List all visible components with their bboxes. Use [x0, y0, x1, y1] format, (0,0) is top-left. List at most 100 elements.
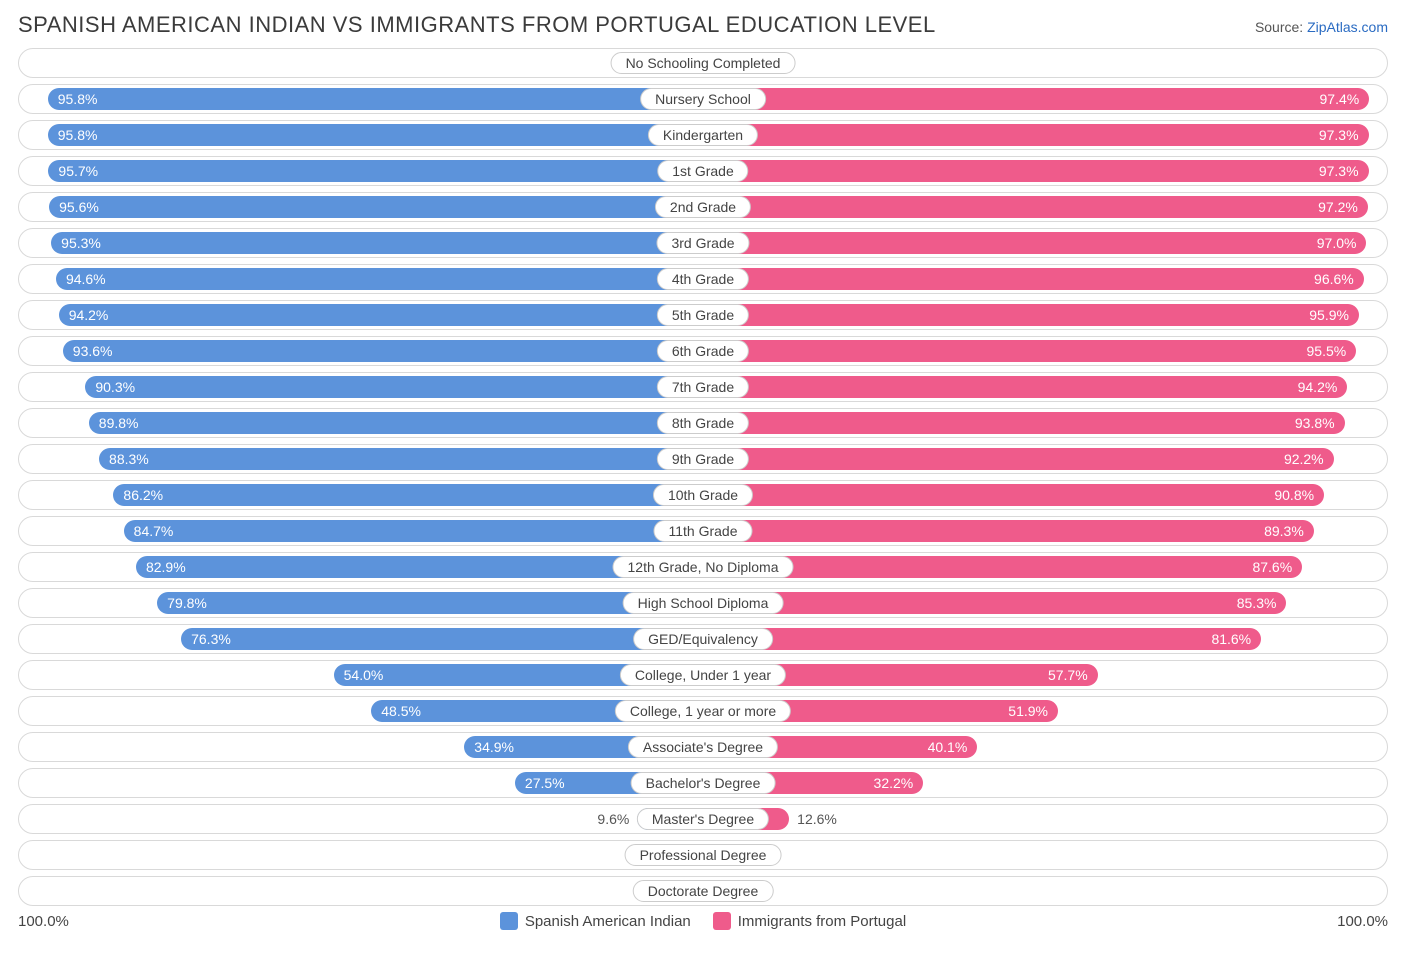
chart-title: SPANISH AMERICAN INDIAN VS IMMIGRANTS FR…: [18, 12, 936, 38]
bar-right: 93.8%: [703, 412, 1345, 434]
category-label: 5th Grade: [657, 304, 749, 326]
legend-label-left: Spanish American Indian: [525, 913, 691, 930]
chart-row: 89.8% 93.8% 8th Grade: [18, 408, 1388, 438]
bar-right: 97.2%: [703, 196, 1368, 218]
bar-left: 93.6%: [63, 340, 703, 362]
value-right: 90.8%: [1274, 487, 1314, 503]
value-right: 51.9%: [1008, 703, 1048, 719]
category-label: No Schooling Completed: [611, 52, 796, 74]
header: SPANISH AMERICAN INDIAN VS IMMIGRANTS FR…: [18, 12, 1388, 38]
chart-row: 9.6%12.6%Master's Degree: [18, 804, 1388, 834]
value-left: 27.5%: [525, 775, 565, 791]
bar-right: 94.2%: [703, 376, 1347, 398]
value-left: 89.8%: [99, 415, 139, 431]
category-label: 10th Grade: [653, 484, 753, 506]
bar-right: 90.8%: [703, 484, 1324, 506]
chart-row: 90.3%94.2%7th Grade: [18, 372, 1388, 402]
chart-row: 34.9%40.1%Associate's Degree: [18, 732, 1388, 762]
category-label: Nursery School: [640, 88, 766, 110]
value-right: 12.6%: [797, 811, 837, 827]
bar-right: 81.6%: [703, 628, 1261, 650]
source-link[interactable]: ZipAtlas.com: [1307, 19, 1388, 35]
legend: Spanish American Indian Immigrants from …: [69, 912, 1337, 930]
value-right: 89.3%: [1264, 523, 1304, 539]
category-label: College, Under 1 year: [620, 664, 786, 686]
bar-left: 95.8%: [48, 88, 703, 110]
value-left: 48.5%: [381, 703, 421, 719]
category-label: 8th Grade: [657, 412, 749, 434]
bar-left: 95.8%: [48, 124, 703, 146]
value-right: 85.3%: [1237, 595, 1277, 611]
chart-footer: 100.0% Spanish American Indian Immigrant…: [18, 912, 1388, 930]
chart-row: 27.5%32.2%Bachelor's Degree: [18, 768, 1388, 798]
value-left: 94.2%: [69, 307, 109, 323]
bar-left: 95.7%: [48, 160, 703, 182]
category-label: 12th Grade, No Diploma: [613, 556, 794, 578]
chart-row: 4.2%2.7%No Schooling Completed: [18, 48, 1388, 78]
bar-left: 84.7%: [124, 520, 703, 542]
chart-row: 94.2% 95.9% 5th Grade: [18, 300, 1388, 330]
category-label: 9th Grade: [657, 448, 749, 470]
legend-item-right: Immigrants from Portugal: [713, 912, 906, 930]
chart-row: 95.6%97.2%2nd Grade: [18, 192, 1388, 222]
category-label: Professional Degree: [625, 844, 782, 866]
bar-left: 94.6%: [56, 268, 703, 290]
chart-row: 79.8% 85.3% High School Diploma: [18, 588, 1388, 618]
value-right: 94.2%: [1298, 379, 1338, 395]
bar-right: 92.2%: [703, 448, 1334, 470]
source-attribution: Source: ZipAtlas.com: [1255, 19, 1388, 35]
diverging-bar-chart: 4.2%2.7%No Schooling Completed 95.8%97.4%…: [18, 48, 1388, 906]
chart-row: 54.0%57.7%College, Under 1 year: [18, 660, 1388, 690]
bar-left: 79.8%: [157, 592, 703, 614]
bar-right: 89.3%: [703, 520, 1314, 542]
chart-row: 48.5%51.9%College, 1 year or more: [18, 696, 1388, 726]
value-left: 88.3%: [109, 451, 149, 467]
bar-left: 86.2%: [113, 484, 703, 506]
category-label: 11th Grade: [653, 520, 752, 542]
value-left: 93.6%: [73, 343, 113, 359]
chart-row: 76.3%81.6%GED/Equivalency: [18, 624, 1388, 654]
chart-row: 94.6%96.6%4th Grade: [18, 264, 1388, 294]
value-left: 84.7%: [134, 523, 174, 539]
axis-right-max: 100.0%: [1337, 913, 1388, 930]
bar-right: 95.5%: [703, 340, 1356, 362]
category-label: 3rd Grade: [656, 232, 749, 254]
category-label: 7th Grade: [657, 376, 749, 398]
category-label: High School Diploma: [623, 592, 784, 614]
value-left: 79.8%: [167, 595, 207, 611]
bar-right: 95.9%: [703, 304, 1359, 326]
value-left: 95.8%: [58, 91, 98, 107]
value-left: 95.8%: [58, 127, 98, 143]
bar-right: 96.6%: [703, 268, 1364, 290]
chart-row: 2.7%3.5%Professional Degree: [18, 840, 1388, 870]
bar-right: 97.0%: [703, 232, 1366, 254]
value-right: 93.8%: [1295, 415, 1335, 431]
chart-row: 82.9%87.6%12th Grade, No Diploma: [18, 552, 1388, 582]
chart-row: 93.6%95.5%6th Grade: [18, 336, 1388, 366]
category-label: 2nd Grade: [655, 196, 751, 218]
legend-item-left: Spanish American Indian: [500, 912, 691, 930]
bar-left: 76.3%: [181, 628, 703, 650]
value-right: 57.7%: [1048, 667, 1088, 683]
value-right: 92.2%: [1284, 451, 1324, 467]
value-left: 9.6%: [597, 811, 629, 827]
bar-left: 88.3%: [99, 448, 703, 470]
category-label: 4th Grade: [657, 268, 749, 290]
bar-right: 97.3%: [703, 124, 1369, 146]
value-left: 95.7%: [58, 163, 98, 179]
chart-row: 95.8%97.3%Kindergarten: [18, 120, 1388, 150]
value-left: 82.9%: [146, 559, 186, 575]
category-label: 1st Grade: [657, 160, 748, 182]
legend-swatch-right: [713, 912, 731, 930]
value-right: 95.9%: [1309, 307, 1349, 323]
bar-left: 94.2%: [59, 304, 703, 326]
category-label: Doctorate Degree: [633, 880, 774, 902]
legend-label-right: Immigrants from Portugal: [738, 913, 906, 930]
chart-row: 86.2% 90.8% 10th Grade: [18, 480, 1388, 510]
legend-swatch-left: [500, 912, 518, 930]
chart-row: 95.3%97.0%3rd Grade: [18, 228, 1388, 258]
value-right: 40.1%: [928, 739, 968, 755]
value-right: 97.3%: [1319, 127, 1359, 143]
category-label: Bachelor's Degree: [631, 772, 776, 794]
chart-row: 95.8%97.4%Nursery School: [18, 84, 1388, 114]
